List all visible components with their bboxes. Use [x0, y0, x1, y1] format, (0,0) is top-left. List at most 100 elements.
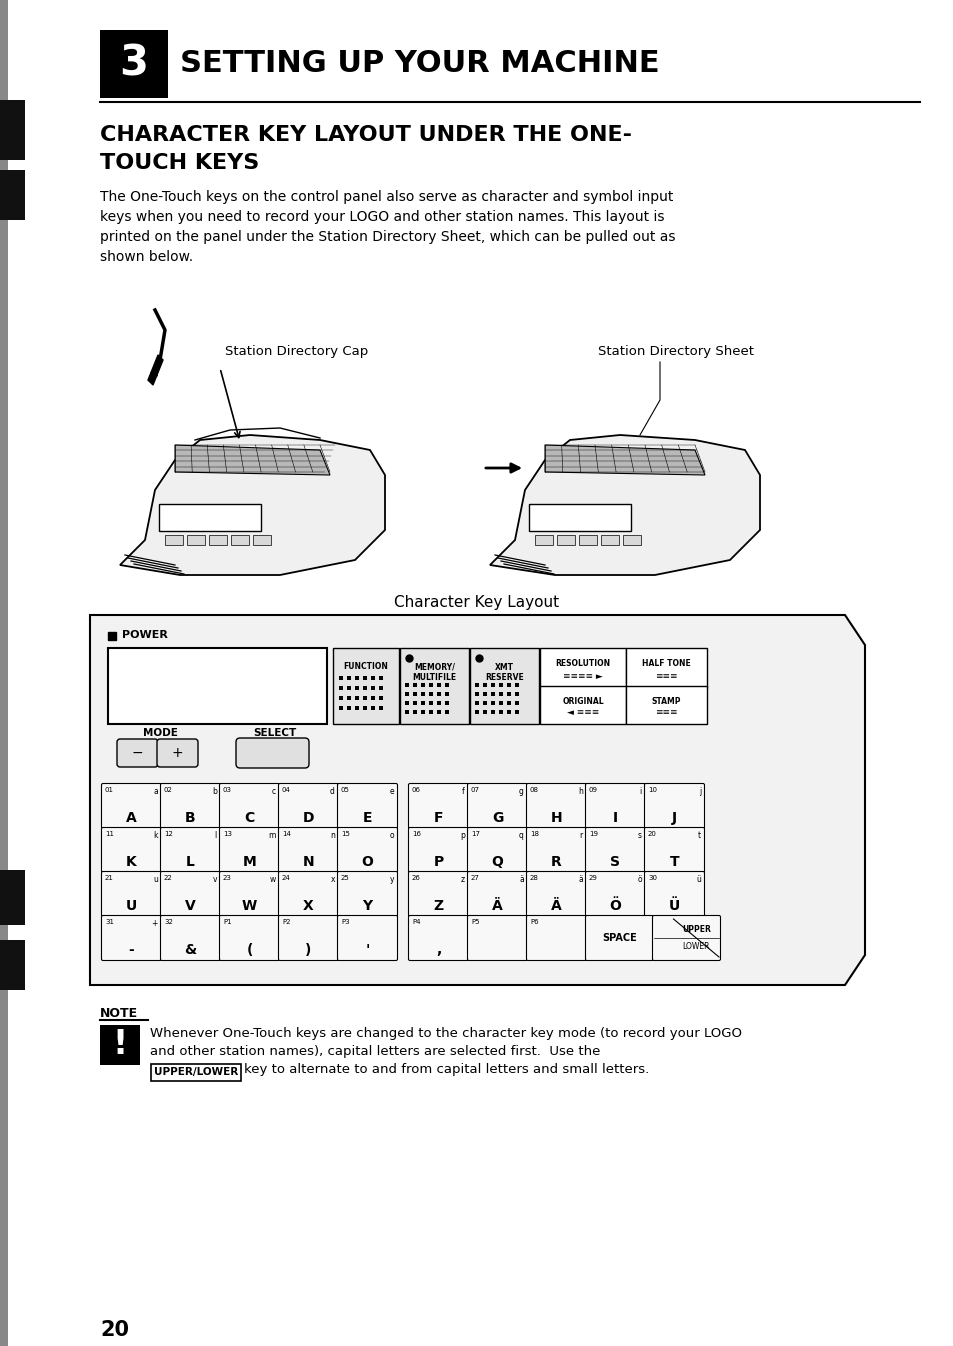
Text: FUNCTION: FUNCTION — [343, 662, 388, 672]
FancyBboxPatch shape — [337, 871, 397, 917]
Text: ≡≡≡: ≡≡≡ — [655, 708, 677, 717]
FancyBboxPatch shape — [278, 828, 338, 872]
Text: z: z — [460, 875, 464, 884]
Text: S: S — [610, 855, 619, 870]
FancyBboxPatch shape — [337, 915, 397, 961]
Text: 17: 17 — [471, 830, 479, 837]
Text: 16: 16 — [412, 830, 420, 837]
Text: P2: P2 — [282, 919, 291, 925]
FancyBboxPatch shape — [585, 828, 645, 872]
Text: 08: 08 — [530, 787, 538, 793]
FancyBboxPatch shape — [101, 871, 161, 917]
Text: (: ( — [246, 944, 253, 957]
Text: printed on the panel under the Station Directory Sheet, which can be pulled out : printed on the panel under the Station D… — [100, 230, 675, 244]
FancyBboxPatch shape — [625, 647, 706, 688]
FancyBboxPatch shape — [157, 739, 198, 767]
Bar — [209, 534, 227, 545]
FancyBboxPatch shape — [408, 871, 468, 917]
Text: shown below.: shown below. — [100, 250, 193, 264]
Text: v: v — [213, 875, 216, 884]
Text: 21: 21 — [105, 875, 113, 882]
Text: ü: ü — [696, 875, 700, 884]
Polygon shape — [90, 615, 864, 985]
Polygon shape — [490, 435, 760, 575]
Text: STAMP: STAMP — [651, 697, 680, 707]
Text: 07: 07 — [471, 787, 479, 793]
Text: −: − — [132, 746, 143, 760]
Text: POWER: POWER — [122, 630, 168, 639]
Text: M: M — [242, 855, 256, 870]
Text: 14: 14 — [282, 830, 291, 837]
Text: NOTE: NOTE — [100, 1007, 138, 1020]
Text: 13: 13 — [223, 830, 232, 837]
Text: A: A — [126, 812, 136, 825]
FancyBboxPatch shape — [644, 783, 703, 829]
Text: UPPER: UPPER — [681, 925, 710, 934]
Text: Station Directory Cap: Station Directory Cap — [225, 345, 368, 358]
Text: P5: P5 — [471, 919, 479, 925]
Text: e: e — [389, 787, 394, 795]
Text: The One-Touch keys on the control panel also serve as character and symbol input: The One-Touch keys on the control panel … — [100, 190, 673, 205]
Text: g: g — [518, 787, 523, 795]
Text: 18: 18 — [530, 830, 538, 837]
Text: P4: P4 — [412, 919, 420, 925]
Text: SELECT: SELECT — [253, 728, 296, 738]
Text: and other station names), capital letters are selected first.  Use the: and other station names), capital letter… — [150, 1044, 599, 1058]
FancyBboxPatch shape — [625, 686, 706, 724]
Text: Ä: Ä — [551, 899, 561, 913]
Text: t: t — [698, 830, 700, 840]
Text: a: a — [153, 787, 158, 795]
Text: E: E — [362, 812, 372, 825]
FancyBboxPatch shape — [160, 783, 220, 829]
FancyBboxPatch shape — [539, 647, 625, 688]
Text: j: j — [698, 787, 700, 795]
FancyBboxPatch shape — [101, 783, 161, 829]
Bar — [535, 534, 553, 545]
Text: 25: 25 — [340, 875, 350, 882]
Text: XMT: XMT — [495, 664, 514, 672]
FancyBboxPatch shape — [151, 1063, 241, 1081]
Text: Z: Z — [433, 899, 443, 913]
FancyBboxPatch shape — [585, 783, 645, 829]
Text: U: U — [126, 899, 137, 913]
FancyBboxPatch shape — [467, 915, 527, 961]
Text: I: I — [612, 812, 618, 825]
FancyBboxPatch shape — [467, 871, 527, 917]
Text: Whenever One-Touch keys are changed to the character key mode (to record your LO: Whenever One-Touch keys are changed to t… — [150, 1027, 741, 1040]
Text: key to alternate to and from capital letters and small letters.: key to alternate to and from capital let… — [244, 1063, 649, 1075]
Text: 02: 02 — [164, 787, 172, 793]
Bar — [578, 534, 597, 545]
Text: y: y — [389, 875, 394, 884]
Text: -: - — [129, 944, 134, 957]
Text: G: G — [492, 812, 502, 825]
Text: B: B — [185, 812, 195, 825]
Text: u: u — [153, 875, 158, 884]
Polygon shape — [174, 446, 330, 475]
FancyBboxPatch shape — [526, 783, 586, 829]
Bar — [600, 534, 618, 545]
FancyBboxPatch shape — [117, 739, 158, 767]
Text: D: D — [302, 812, 314, 825]
Text: 04: 04 — [282, 787, 291, 793]
FancyBboxPatch shape — [470, 647, 538, 724]
Text: X: X — [303, 899, 314, 913]
Text: +: + — [152, 919, 158, 927]
Text: T: T — [669, 855, 679, 870]
FancyBboxPatch shape — [219, 828, 279, 872]
Text: i: i — [639, 787, 641, 795]
Text: Station Directory Sheet: Station Directory Sheet — [598, 345, 753, 358]
Text: b: b — [212, 787, 216, 795]
FancyBboxPatch shape — [101, 828, 161, 872]
Text: 10: 10 — [647, 787, 657, 793]
FancyBboxPatch shape — [219, 783, 279, 829]
FancyBboxPatch shape — [539, 686, 625, 724]
Text: F: F — [434, 812, 443, 825]
Text: UPPER/LOWER: UPPER/LOWER — [153, 1067, 238, 1078]
FancyBboxPatch shape — [159, 503, 261, 532]
FancyBboxPatch shape — [278, 915, 338, 961]
Bar — [253, 534, 271, 545]
Bar — [0, 0, 8, 1346]
Text: o: o — [389, 830, 394, 840]
FancyBboxPatch shape — [219, 915, 279, 961]
Text: 26: 26 — [412, 875, 420, 882]
